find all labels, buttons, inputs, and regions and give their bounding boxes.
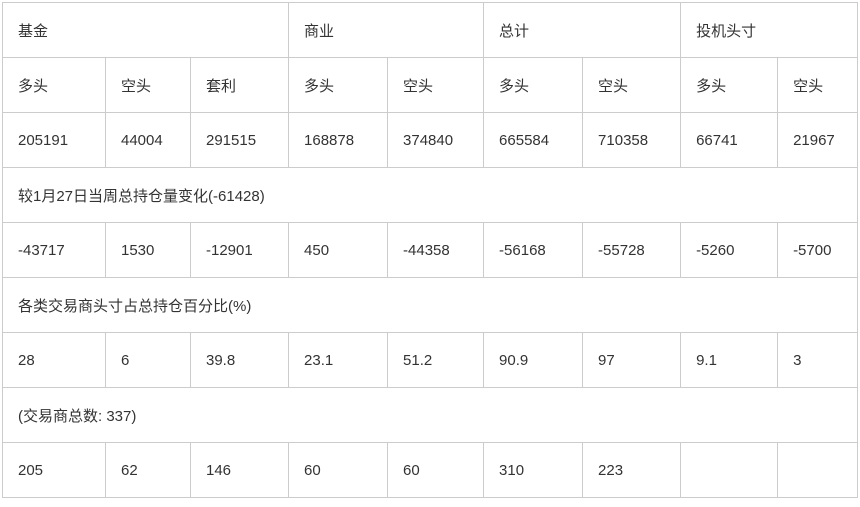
column-header-speculative-long: 多头: [680, 57, 779, 113]
table-cell: 168878: [288, 112, 389, 168]
positions-row: 205191 44004 291515 168878 374840 665584…: [2, 112, 859, 168]
column-header-fund-long: 多头: [2, 57, 106, 113]
table-cell: -55728: [582, 222, 682, 278]
traders-row: 205 62 146 60 60 310 223: [2, 442, 859, 498]
table-cell: -5260: [680, 222, 779, 278]
group-header-commercial: 商业: [288, 2, 485, 58]
table-cell: 28: [2, 332, 106, 388]
table-cell: 44004: [105, 112, 191, 168]
group-header-row: 基金 商业 总计 投机头寸: [1, 2, 859, 58]
table-cell: -5700: [777, 222, 859, 278]
column-header-commercial-long: 多头: [288, 57, 389, 113]
table-cell: 205: [2, 442, 106, 498]
table-cell: 450: [288, 222, 389, 278]
change-row: -43717 1530 -12901 450 -44358 -56168 -55…: [2, 222, 859, 278]
column-header-total-short: 空头: [582, 57, 682, 113]
table-cell: 23.1: [288, 332, 389, 388]
change-label-row: 较1月27日当周总持仓量变化(-61428): [1, 167, 859, 223]
table-cell: 665584: [483, 112, 584, 168]
table-cell: 6: [105, 332, 191, 388]
percent-label: 各类交易商头寸占总持仓百分比(%): [1, 277, 859, 333]
table-cell: [680, 442, 779, 498]
table-cell: 291515: [189, 112, 290, 168]
table-cell: 62: [105, 442, 191, 498]
group-header-total: 总计: [483, 2, 682, 58]
table-cell: 374840: [387, 112, 485, 168]
percent-label-row: 各类交易商头寸占总持仓百分比(%): [1, 277, 859, 333]
table-cell: 90.9: [483, 332, 584, 388]
table-cell: -12901: [189, 222, 290, 278]
table-cell: 51.2: [387, 332, 485, 388]
group-header-speculative: 投机头寸: [680, 2, 859, 58]
change-label: 较1月27日当周总持仓量变化(-61428): [1, 167, 859, 223]
column-header-fund-spread: 套利: [189, 57, 290, 113]
cot-positions-table: 基金 商业 总计 投机头寸 多头 空头 套利 多头 空头 多头 空头 多头 空头…: [1, 2, 859, 498]
table-cell: 3: [777, 332, 859, 388]
column-header-commercial-short: 空头: [387, 57, 485, 113]
table-cell: 310: [483, 442, 584, 498]
column-header-speculative-short: 空头: [777, 57, 859, 113]
column-header-fund-short: 空头: [105, 57, 191, 113]
table-cell: -56168: [483, 222, 584, 278]
table-cell: 60: [288, 442, 389, 498]
table-cell: 60: [387, 442, 485, 498]
column-header-row: 多头 空头 套利 多头 空头 多头 空头 多头 空头: [2, 57, 859, 113]
traders-total-label: (交易商总数: 337): [1, 387, 859, 443]
table-cell: -44358: [387, 222, 485, 278]
table-cell: 21967: [777, 112, 859, 168]
table-cell: 223: [582, 442, 682, 498]
table-cell: 97: [582, 332, 682, 388]
table-cell: 710358: [582, 112, 682, 168]
table-cell: [777, 442, 859, 498]
traders-label-row: (交易商总数: 337): [1, 387, 859, 443]
table-cell: 39.8: [189, 332, 290, 388]
table-cell: 1530: [105, 222, 191, 278]
column-header-total-long: 多头: [483, 57, 584, 113]
table-cell: 9.1: [680, 332, 779, 388]
table-cell: 205191: [2, 112, 106, 168]
percent-row: 28 6 39.8 23.1 51.2 90.9 97 9.1 3: [2, 332, 859, 388]
group-header-fund: 基金: [1, 2, 290, 58]
table-cell: 66741: [680, 112, 779, 168]
table-cell: -43717: [2, 222, 106, 278]
table-cell: 146: [189, 442, 290, 498]
